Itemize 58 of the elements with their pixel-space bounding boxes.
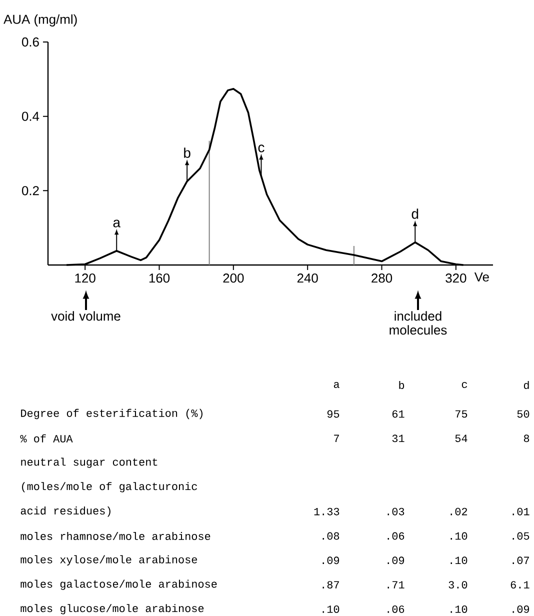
text: .07	[512, 556, 529, 564]
annotation: b	[184, 148, 190, 158]
text: .09	[512, 605, 530, 613]
text: .10	[450, 556, 468, 564]
category-label: d	[524, 380, 529, 390]
text: .87	[322, 581, 339, 589]
text: .09	[388, 556, 404, 564]
text: .06	[388, 605, 404, 613]
x-tick-label: 120	[75, 274, 96, 283]
y-tick-label: 0.4	[22, 112, 40, 121]
text: 61	[392, 410, 404, 418]
text: .02	[450, 508, 468, 516]
text: .09	[322, 556, 340, 564]
text: void volume	[51, 311, 120, 321]
y-tick-label: 0.6	[22, 37, 39, 47]
text: 54	[455, 434, 468, 442]
x-tick-label: 320	[446, 274, 466, 283]
annotation: a	[113, 220, 120, 228]
text: .05	[512, 532, 530, 540]
x-axis-title: Ve	[474, 272, 489, 282]
text: .10	[322, 605, 340, 613]
category-label: moles xylose/mole arabinose	[20, 555, 198, 566]
text: 75	[456, 410, 468, 418]
text: .08	[322, 532, 340, 540]
category-label: moles rhamnose/mole arabinose	[20, 532, 210, 540]
category-label: b	[399, 380, 404, 390]
x-tick-label: 240	[297, 274, 318, 283]
category-label: moles glucose/mole arabinose	[20, 604, 204, 614]
category-label: moles galactose/mole arabinose	[20, 580, 217, 590]
text: 7	[334, 434, 339, 442]
y-axis-title: AUA (mg/ml)	[4, 14, 77, 26]
x-tick-label: 200	[223, 274, 244, 283]
text: 3.0	[448, 581, 468, 589]
y-tick-label: 0.2	[22, 186, 39, 196]
text: .01	[512, 508, 530, 516]
category-label: (moles/mole of galacturonic	[22, 482, 197, 492]
category-label: c	[462, 382, 468, 388]
text: 1.33	[314, 508, 340, 516]
category-label: a	[334, 382, 340, 388]
category-label: % of AUA	[20, 434, 73, 442]
text: included molecules	[390, 311, 447, 335]
category-label: neutral sugar content	[21, 458, 158, 468]
text: .10	[450, 532, 468, 540]
x-tick-label: 280	[372, 274, 392, 283]
text: .10	[450, 605, 468, 613]
text: 31	[392, 434, 404, 442]
text: .03	[388, 508, 404, 516]
text: .06	[388, 532, 404, 540]
text: 6.1	[510, 581, 530, 589]
x-tick-label: 160	[149, 274, 170, 283]
annotation: d	[412, 208, 418, 219]
text: 95	[327, 410, 340, 418]
text: .71	[388, 581, 404, 588]
text: 8	[524, 434, 530, 442]
category-label: Degree of esterification (%)	[21, 408, 202, 420]
annotation: c	[258, 144, 264, 152]
category-label: acid residues)	[20, 506, 110, 517]
text: 50	[517, 410, 530, 418]
